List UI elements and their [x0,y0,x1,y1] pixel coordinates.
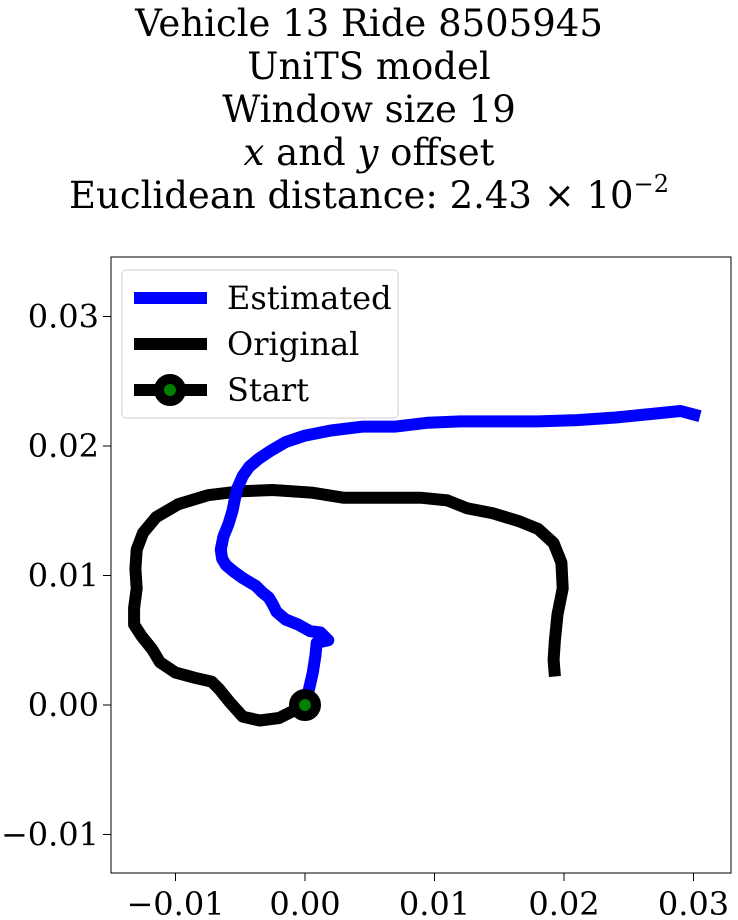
y-tick-label: 0.02 [28,427,99,465]
plot-frame [110,256,732,874]
legend: Estimated Original Start [121,269,399,419]
x-tick-label: 0.02 [528,885,599,920]
legend-label-estimated: Estimated [227,279,392,317]
legend-marker-start [154,374,186,406]
y-tick-label: 0.00 [28,686,99,724]
title-line-1: Vehicle 13 Ride 8505945 [135,2,603,45]
x-tick-label: 0.03 [658,885,729,920]
title-line-5: Euclidean distance: 2.43 × 10−2 [0,172,738,217]
legend-label-original: Original [227,325,359,363]
series-layer [128,405,702,727]
y-tick-label: −0.01 [1,816,99,854]
start-marker [289,689,321,721]
x-tick-label: −0.01 [126,885,224,920]
series-line-estimated [214,405,702,707]
title-x-var: x [243,131,265,174]
title-y-var: y [357,131,379,174]
title-line-2: UniTS model [247,45,491,88]
x-tick-label: 0.01 [399,885,470,920]
x-tick-label: 0.00 [269,885,340,920]
legend-box [121,269,399,419]
title-offset: offset [378,131,495,174]
y-tick-label: 0.01 [28,557,99,595]
title-distance: Euclidean distance: 2.43 × 10 [69,174,634,217]
chart-title: Vehicle 13 Ride 8505945 UniTS model Wind… [0,2,738,217]
title-exponent: −2 [633,170,669,198]
title-line-3: Window size 19 [222,88,516,131]
series-line-original [128,484,569,727]
title-line-4: x and y offset [0,131,738,174]
ticks-layer: −0.01 0.00 0.01 0.02 0.03 −0.01 0.00 0.01 0.02 0.… [1,298,729,920]
title-and: and [264,131,358,174]
y-tick-label: 0.03 [28,298,99,336]
legend-label-start: Start [227,371,309,409]
